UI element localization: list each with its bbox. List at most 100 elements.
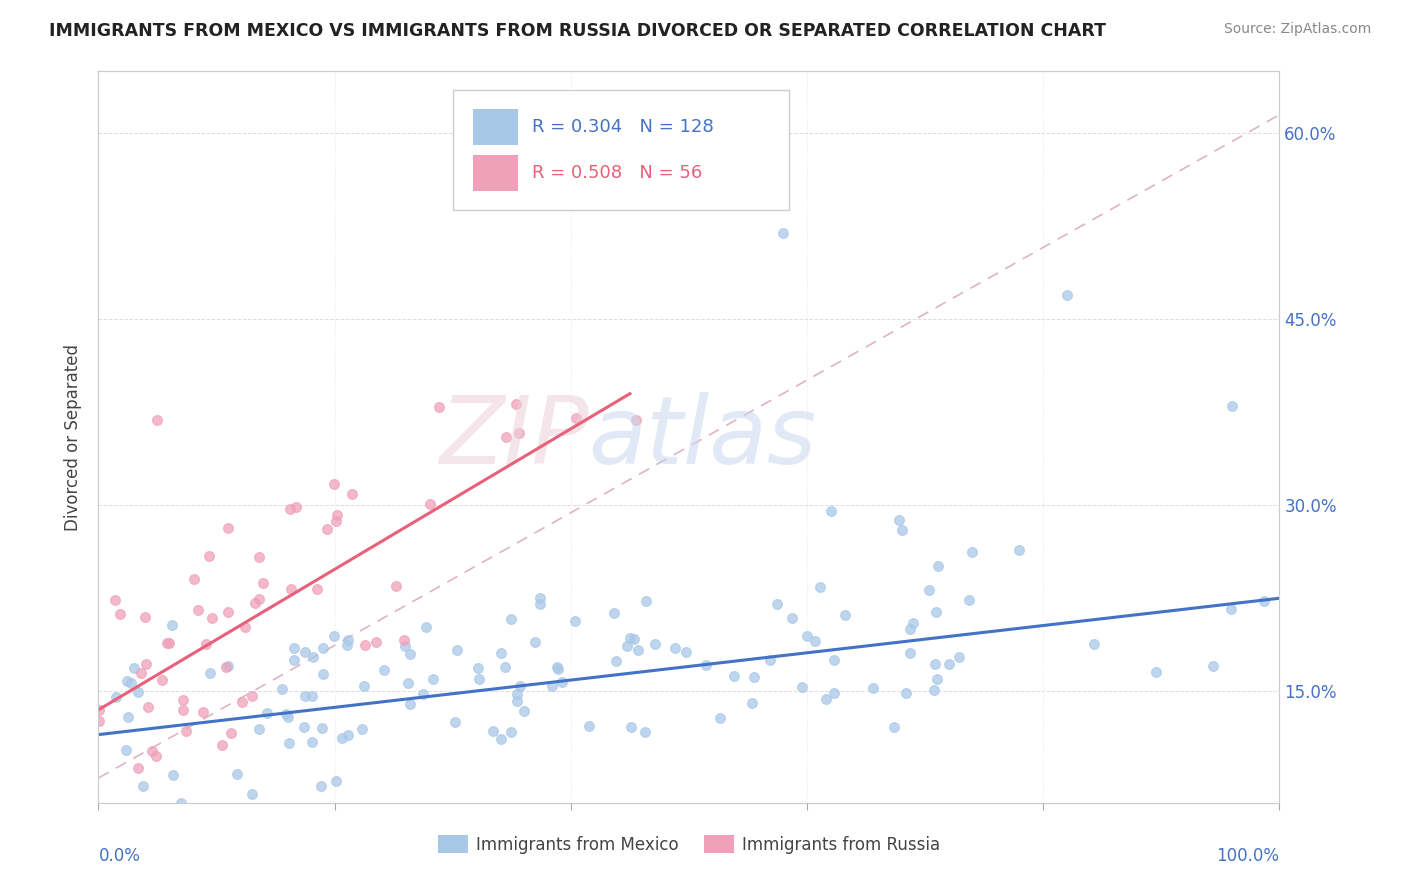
Point bbox=[605, 654, 627, 668]
Point bbox=[412, 687, 434, 701]
Point bbox=[468, 672, 491, 686]
Point bbox=[894, 686, 917, 700]
Bar bbox=[472, 155, 517, 191]
Point bbox=[481, 724, 503, 739]
Text: R = 0.508   N = 56: R = 0.508 N = 56 bbox=[531, 164, 702, 182]
Point bbox=[814, 691, 837, 706]
Point bbox=[900, 622, 922, 636]
Point bbox=[529, 597, 551, 611]
Point bbox=[108, 607, 131, 621]
Point bbox=[252, 575, 274, 590]
Point bbox=[820, 504, 842, 518]
Point bbox=[326, 508, 349, 522]
Point bbox=[489, 646, 512, 660]
Point bbox=[924, 657, 946, 671]
Point bbox=[201, 611, 224, 625]
Point bbox=[172, 703, 194, 717]
Text: ZIP: ZIP bbox=[439, 392, 589, 483]
Text: atlas: atlas bbox=[589, 392, 817, 483]
Point bbox=[145, 412, 167, 426]
Point bbox=[551, 675, 574, 690]
Y-axis label: Divorced or Separated: Divorced or Separated bbox=[65, 343, 83, 531]
Point bbox=[277, 710, 299, 724]
Point bbox=[803, 634, 825, 648]
Text: Source: ZipAtlas.com: Source: ZipAtlas.com bbox=[1223, 22, 1371, 37]
Point bbox=[808, 580, 831, 594]
Point bbox=[136, 699, 159, 714]
Point bbox=[398, 648, 420, 662]
Point bbox=[427, 400, 450, 414]
Point bbox=[117, 673, 139, 688]
Point bbox=[305, 582, 328, 597]
Point bbox=[309, 779, 332, 793]
Point bbox=[529, 591, 551, 605]
Legend: Immigrants from Mexico, Immigrants from Russia: Immigrants from Mexico, Immigrants from … bbox=[432, 829, 946, 860]
Point bbox=[887, 513, 910, 527]
Point bbox=[501, 725, 523, 739]
Text: 0.0%: 0.0% bbox=[98, 847, 141, 864]
Point bbox=[564, 614, 586, 628]
Point bbox=[325, 514, 347, 528]
Point bbox=[280, 502, 302, 516]
Point bbox=[301, 650, 323, 665]
Point bbox=[903, 615, 925, 630]
Point bbox=[247, 722, 270, 736]
Point bbox=[240, 689, 263, 703]
Point bbox=[505, 397, 527, 411]
Point bbox=[506, 694, 529, 708]
Point bbox=[467, 661, 489, 675]
Point bbox=[353, 638, 375, 652]
Point bbox=[160, 618, 183, 632]
Point bbox=[132, 779, 155, 793]
Point bbox=[150, 673, 173, 687]
Point bbox=[312, 666, 335, 681]
Point bbox=[247, 591, 270, 606]
Point bbox=[127, 761, 149, 775]
Point bbox=[772, 226, 794, 240]
Point bbox=[741, 696, 763, 710]
Point bbox=[280, 582, 302, 597]
Point bbox=[301, 735, 323, 749]
Point bbox=[883, 720, 905, 734]
Point bbox=[925, 672, 948, 686]
Point bbox=[219, 726, 242, 740]
Point bbox=[862, 681, 884, 695]
Point bbox=[373, 663, 395, 677]
Point bbox=[243, 596, 266, 610]
Point bbox=[294, 689, 316, 703]
Point bbox=[172, 693, 194, 707]
Point bbox=[115, 742, 138, 756]
Point bbox=[509, 679, 531, 693]
Point bbox=[274, 707, 297, 722]
Point bbox=[311, 641, 333, 656]
Point bbox=[217, 659, 239, 673]
Point bbox=[675, 644, 697, 658]
Point bbox=[547, 662, 569, 676]
Point bbox=[792, 681, 814, 695]
Point bbox=[217, 605, 239, 619]
Point bbox=[759, 653, 782, 667]
Point bbox=[960, 544, 983, 558]
Point bbox=[925, 605, 948, 619]
Point bbox=[169, 796, 191, 810]
Point bbox=[1220, 602, 1243, 616]
Point bbox=[494, 660, 516, 674]
Point bbox=[198, 665, 221, 680]
Point bbox=[603, 606, 626, 620]
FancyBboxPatch shape bbox=[453, 90, 789, 211]
Point bbox=[619, 631, 641, 645]
Point bbox=[283, 640, 305, 655]
Point bbox=[340, 487, 363, 501]
Point bbox=[323, 629, 346, 643]
Point bbox=[446, 643, 468, 657]
Point bbox=[1083, 637, 1105, 651]
Point bbox=[256, 706, 278, 720]
Point bbox=[129, 665, 152, 680]
Point bbox=[134, 610, 156, 624]
Point bbox=[564, 410, 586, 425]
Point bbox=[922, 683, 945, 698]
Point bbox=[141, 744, 163, 758]
Point bbox=[546, 660, 568, 674]
Point bbox=[938, 657, 960, 672]
Text: R = 0.304   N = 128: R = 0.304 N = 128 bbox=[531, 118, 714, 136]
